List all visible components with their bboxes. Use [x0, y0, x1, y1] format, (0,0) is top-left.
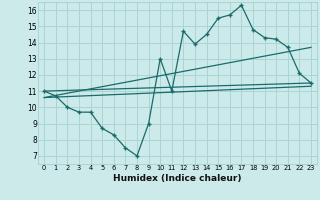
X-axis label: Humidex (Indice chaleur): Humidex (Indice chaleur): [113, 174, 242, 183]
